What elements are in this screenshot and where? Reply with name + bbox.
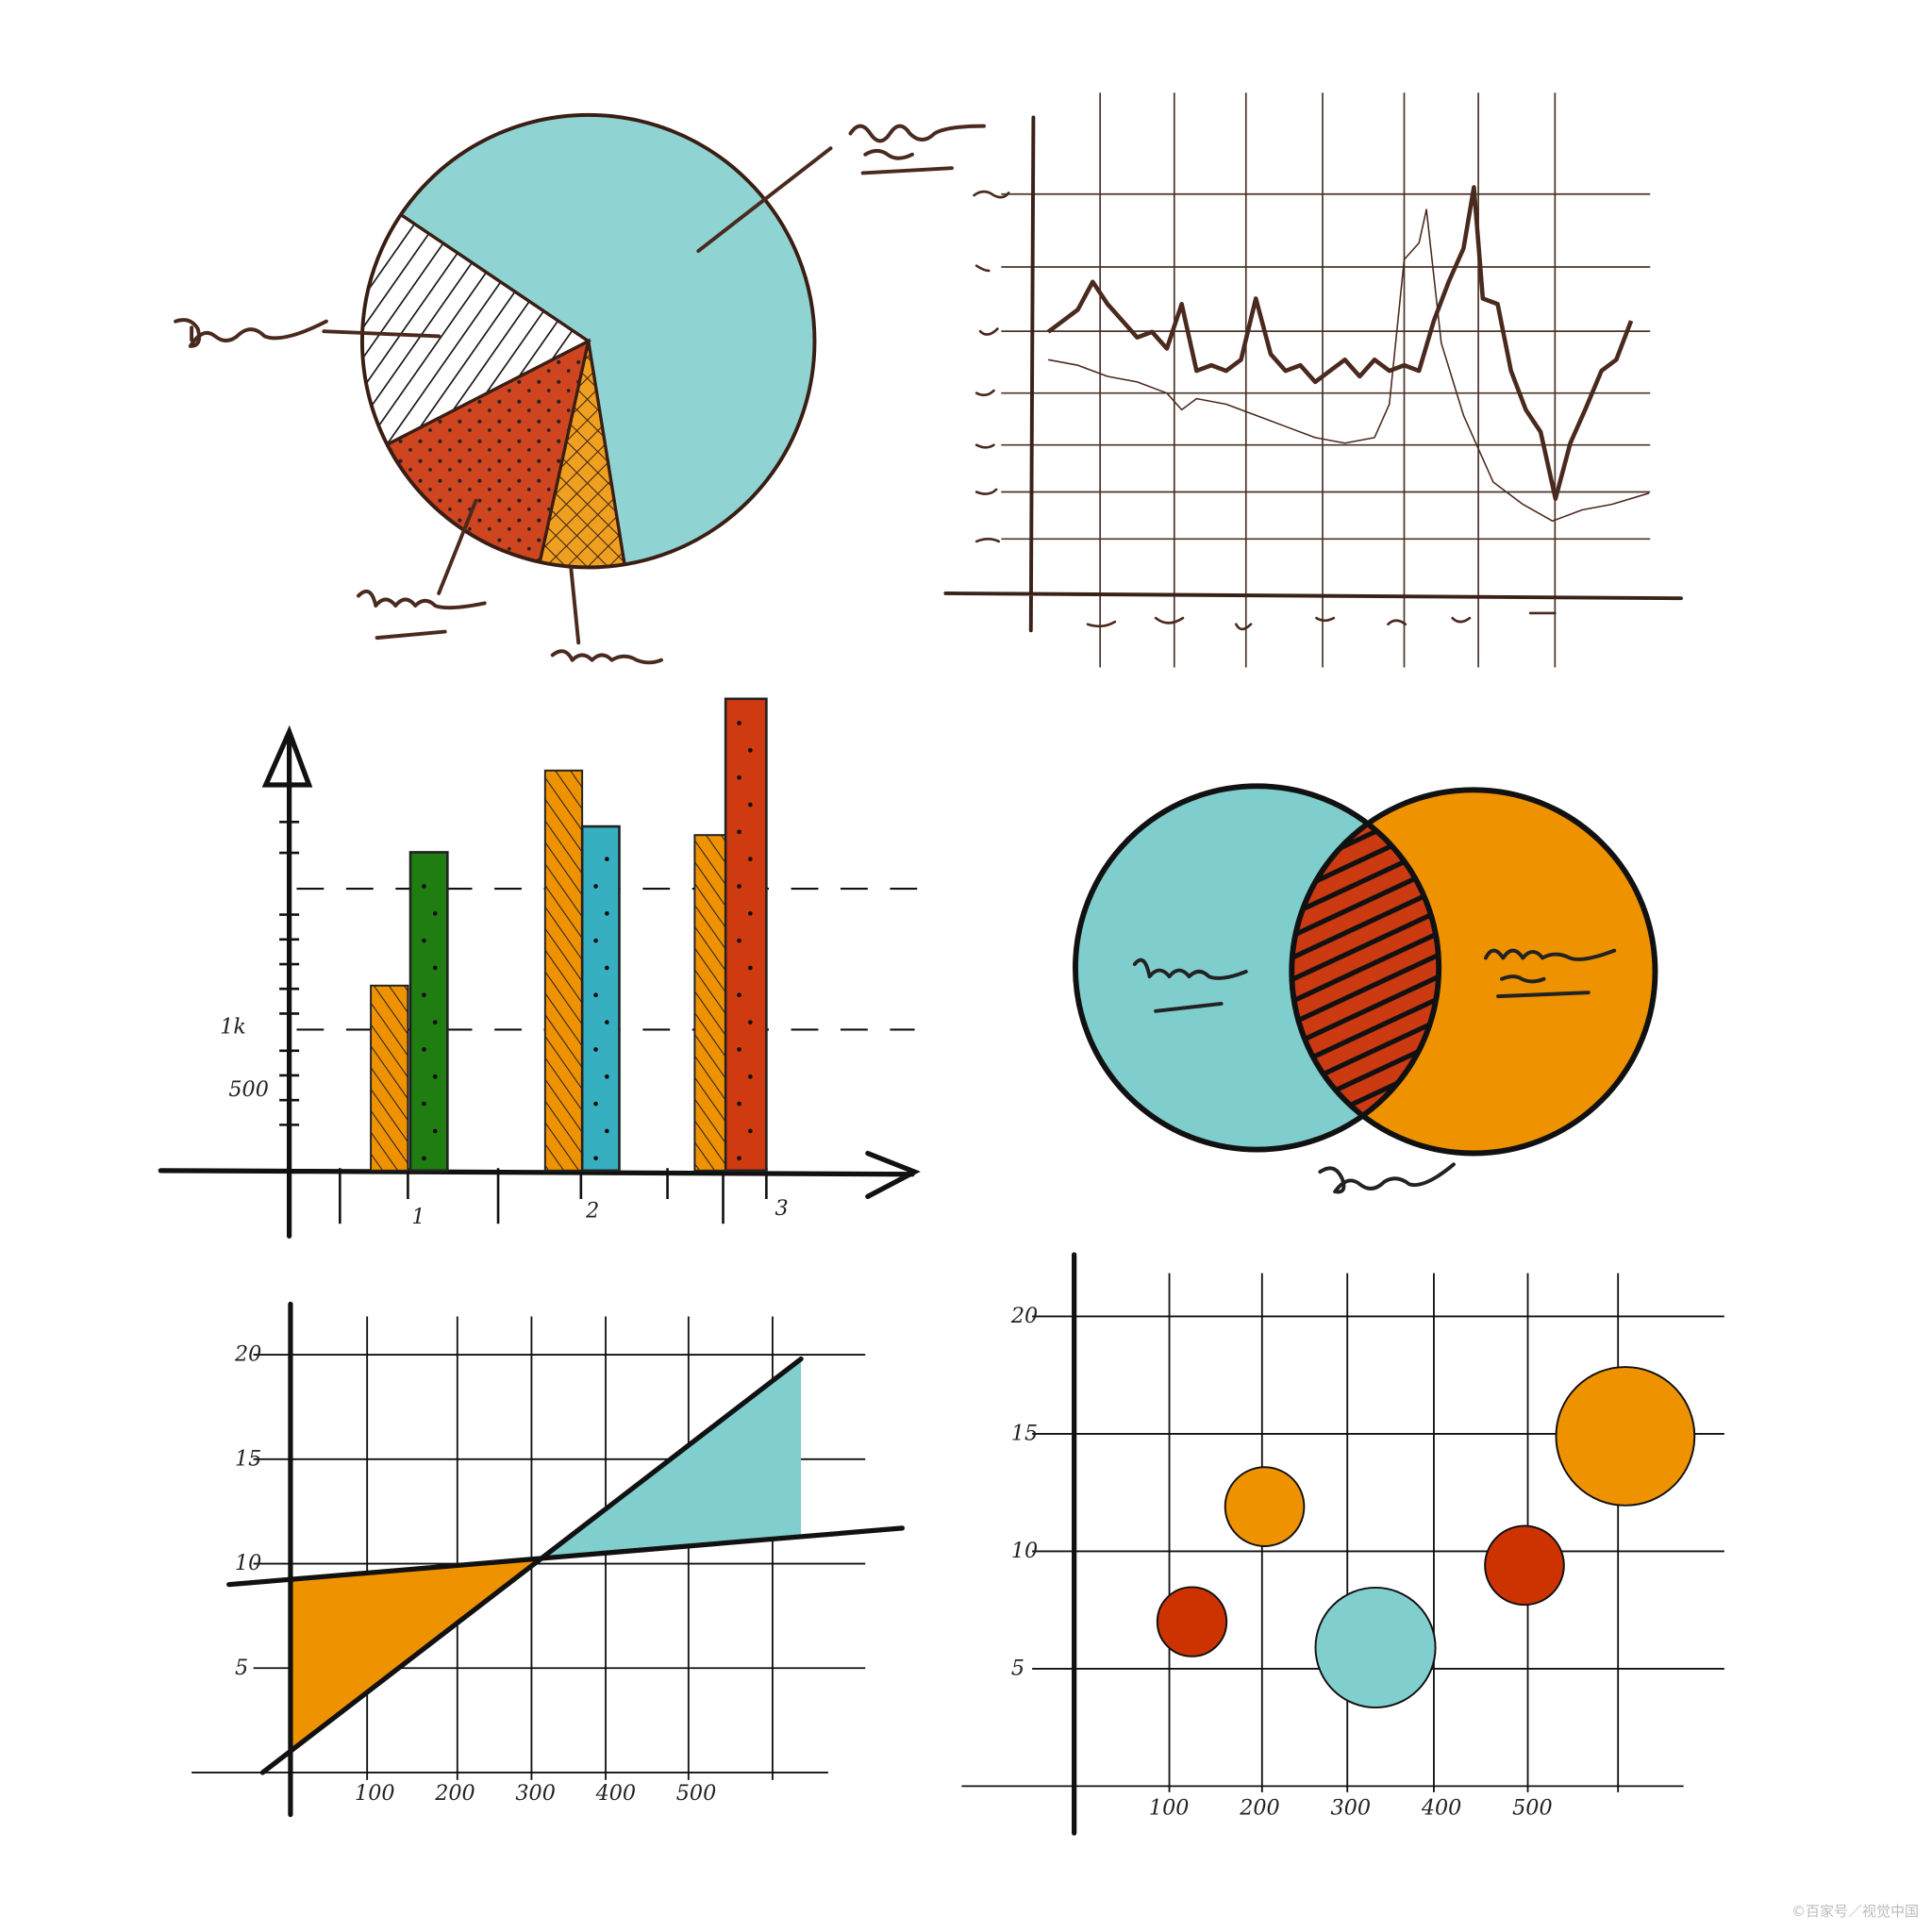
y-tick-label: 10	[1011, 1539, 1038, 1563]
bar	[370, 984, 409, 1172]
bar-dot	[604, 1020, 609, 1024]
bar-dot	[737, 1101, 741, 1107]
y-tick-label: 15	[235, 1446, 261, 1471]
x-tick-label: 100	[1149, 1796, 1190, 1821]
bar-dot	[593, 992, 598, 998]
bar-dot	[737, 884, 741, 889]
bar-dot	[432, 965, 438, 971]
bar-dot	[747, 1128, 753, 1134]
bar-dot	[432, 1074, 438, 1079]
bubble-chart: 100 200 300 400 500 5 10 15 20	[961, 1252, 1724, 1836]
bar	[580, 824, 621, 1173]
bar-dot	[737, 938, 741, 943]
pie-scribble-labels	[174, 124, 986, 665]
bar-dot	[737, 829, 741, 835]
bubble	[1555, 1366, 1696, 1507]
y-tick-label: 20	[1010, 1304, 1038, 1328]
bar	[408, 851, 449, 1173]
x-tick-label: 400	[1421, 1796, 1462, 1821]
bar-dot	[737, 1047, 741, 1052]
bar-dot	[747, 747, 753, 753]
bar-dot	[604, 857, 609, 862]
bar	[543, 769, 584, 1172]
bar-dot	[747, 857, 753, 862]
venn-diagram	[1073, 783, 1658, 1194]
x-tick-label: 400	[595, 1781, 637, 1806]
bubble	[1156, 1586, 1228, 1657]
bar-dot	[604, 1128, 609, 1134]
bar-dot	[737, 992, 741, 998]
bubble	[1224, 1466, 1306, 1547]
watermark: ©百家号／视觉中国	[1790, 1903, 1919, 1920]
x-tick-label: 500	[676, 1781, 717, 1806]
bar-dot	[593, 1156, 598, 1161]
y-tick-label: 10	[235, 1551, 261, 1575]
y-tick-label: 15	[1011, 1422, 1038, 1446]
x-tick-label: 300	[1331, 1796, 1372, 1821]
bar-dot	[747, 965, 753, 971]
x-tick-label: 200	[434, 1781, 475, 1806]
venn-intersection	[1291, 790, 1440, 1150]
bar-dot	[737, 774, 741, 780]
x-tick-label: 300	[515, 1781, 556, 1806]
x-tick-label: 100	[355, 1781, 395, 1806]
bar-dot	[593, 938, 598, 943]
bar-dot	[422, 884, 426, 889]
bar-dot	[593, 1047, 598, 1052]
line-series-thin	[1047, 208, 1650, 523]
x-tick-label: 200	[1239, 1796, 1280, 1821]
bar-dot	[604, 965, 609, 971]
bar-dot	[422, 992, 426, 998]
line-chart	[943, 92, 1683, 668]
bar	[724, 697, 768, 1173]
bar-dot	[747, 802, 753, 808]
bar-dot	[747, 1074, 753, 1079]
bar-dot	[432, 1128, 438, 1134]
x-tick-label: 500	[1512, 1796, 1553, 1821]
trend-line	[226, 1525, 906, 1588]
bar-dot	[593, 1101, 598, 1107]
bar-dot	[422, 938, 426, 943]
bar-dot	[604, 1074, 609, 1079]
y-tick-label: 500	[228, 1077, 269, 1102]
x-tick-label: 3	[775, 1196, 789, 1221]
y-tick-label: 5	[1011, 1656, 1024, 1680]
x-tick-label: 2	[585, 1199, 599, 1224]
bar-dot	[604, 910, 609, 916]
bubble	[1314, 1586, 1437, 1709]
pie-chart	[359, 112, 817, 570]
bar-dot	[737, 721, 741, 725]
y-tick-label: 5	[235, 1656, 248, 1680]
y-tick-label: 1k	[220, 1014, 246, 1039]
y-tick-label: 20	[234, 1342, 261, 1367]
bar-dot	[747, 910, 753, 916]
bar-dot	[737, 1156, 741, 1161]
trend-line	[259, 1356, 804, 1775]
bar-dot	[432, 910, 438, 916]
line-series-thick	[1046, 185, 1634, 501]
bar-dot	[593, 884, 598, 889]
bar-chart: 1k 500 1 2 3	[158, 697, 930, 1239]
bar-dot	[747, 1020, 753, 1024]
bubble	[1484, 1524, 1565, 1607]
bar-dot	[422, 1101, 426, 1107]
area-chart: 100 200 300 400 500 5 10 15 20	[192, 1301, 906, 1818]
bar-dot	[422, 1047, 426, 1052]
bar-dot	[432, 1020, 438, 1024]
x-tick-label: 1	[411, 1205, 425, 1229]
pie-outline	[359, 112, 817, 570]
bar-dot	[422, 1156, 426, 1161]
